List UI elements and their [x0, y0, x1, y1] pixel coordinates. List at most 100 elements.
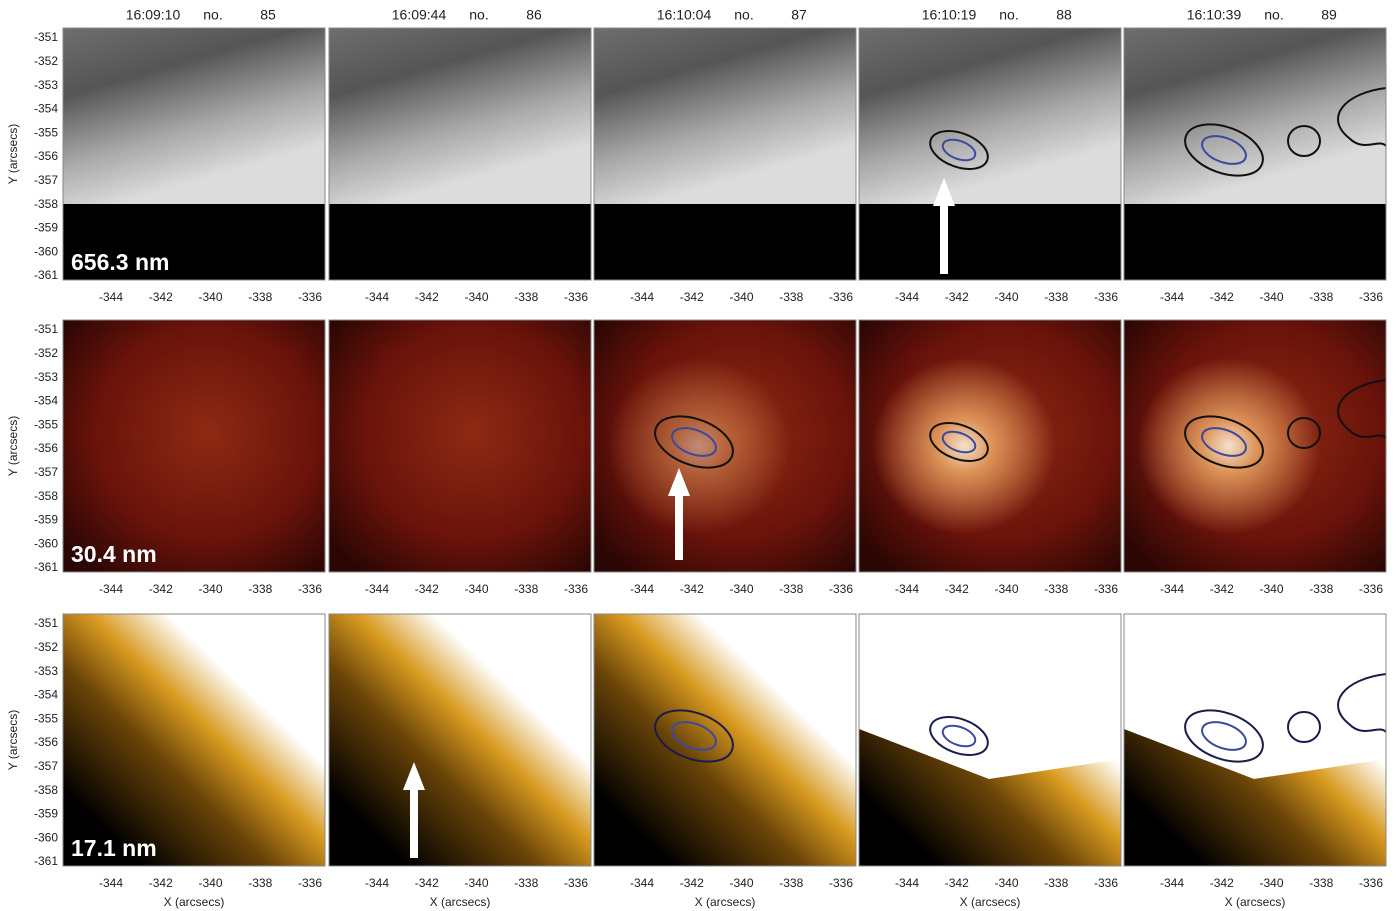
y-tick-label: -361: [34, 560, 58, 574]
y-tick-label: -358: [34, 197, 58, 211]
panel-frame: [328, 27, 592, 281]
y-tick-label: -361: [34, 268, 58, 282]
y-tick-label: -359: [34, 513, 58, 527]
x-tick-label: -336: [298, 582, 322, 596]
x-tick-label: -342: [945, 876, 969, 890]
panel-frame: [858, 613, 1122, 867]
x-tick-label: -342: [415, 876, 439, 890]
contour: [1184, 415, 1264, 469]
arrow-head: [668, 468, 690, 496]
image-panel: [62, 613, 326, 867]
y-tick-label: -352: [34, 640, 58, 654]
x-tick-label: -336: [1359, 290, 1383, 304]
contour: [654, 415, 734, 469]
y-tick-label: -351: [34, 616, 58, 630]
time-label: 16:10:39: [1187, 7, 1242, 23]
image-panel: [593, 27, 857, 281]
x-tick-label: -336: [298, 290, 322, 304]
x-tick-label: -338: [248, 290, 272, 304]
panel-frame: [593, 27, 857, 281]
x-tick-label: -340: [1259, 290, 1283, 304]
image-panel: [1123, 319, 1387, 573]
x-axis-label: X (arcsecs): [695, 895, 756, 909]
image: [329, 614, 591, 866]
panel-frame: [328, 613, 592, 867]
x-tick-label: -344: [895, 582, 919, 596]
y-tick-label: -354: [34, 394, 58, 408]
frame-number: 89: [1321, 7, 1337, 23]
image-panel: [593, 613, 857, 867]
contour-inner: [941, 724, 977, 748]
x-tick-label: -338: [1044, 876, 1068, 890]
y-axis-label: Y (arcsecs): [6, 710, 20, 770]
x-tick-label: -340: [729, 876, 753, 890]
no-label: no.: [203, 7, 222, 23]
time-label: 16:09:44: [392, 7, 447, 23]
contour: [1287, 417, 1321, 449]
image-mask: [329, 204, 591, 280]
x-tick-label: -338: [514, 582, 538, 596]
x-tick-label: -342: [945, 582, 969, 596]
x-tick-label: -338: [779, 582, 803, 596]
x-tick-label: -338: [1044, 290, 1068, 304]
y-tick-label: -358: [34, 489, 58, 503]
contour: [1337, 87, 1387, 147]
x-tick-label: -338: [514, 876, 538, 890]
image-panel: [593, 319, 857, 573]
contour: [1287, 711, 1321, 743]
time-label: 16:09:10: [126, 7, 181, 23]
frame-number: 85: [260, 7, 276, 23]
x-tick-label: -342: [415, 290, 439, 304]
x-tick-label: -344: [99, 876, 123, 890]
y-tick-label: -351: [34, 322, 58, 336]
x-tick-label: -336: [829, 876, 853, 890]
x-tick-label: -338: [1309, 876, 1333, 890]
x-tick-label: -344: [895, 876, 919, 890]
panel-frame: [593, 319, 857, 573]
contour-inner: [941, 138, 977, 162]
y-tick-label: -351: [34, 30, 58, 44]
x-tick-label: -344: [365, 290, 389, 304]
contour-inner: [1201, 427, 1247, 457]
y-tick-label: -360: [34, 830, 58, 844]
frame-number: 87: [791, 7, 807, 23]
contour-inner: [941, 430, 977, 454]
x-tick-label: -340: [464, 290, 488, 304]
image-panel: [328, 319, 592, 573]
x-tick-label: -340: [729, 290, 753, 304]
y-tick-label: -356: [34, 441, 58, 455]
panel-frame: [858, 319, 1122, 573]
no-label: no.: [469, 7, 488, 23]
y-tick-label: -353: [34, 370, 58, 384]
x-tick-label: -342: [1210, 876, 1234, 890]
image: [329, 320, 591, 572]
x-tick-label: -344: [99, 582, 123, 596]
x-tick-label: -344: [99, 290, 123, 304]
row-label: 656.3 nm: [71, 249, 169, 275]
x-tick-label: -344: [895, 290, 919, 304]
image-panel: [328, 613, 592, 867]
y-axis-label: Y (arcsecs): [6, 124, 20, 184]
contour: [1337, 379, 1387, 439]
x-tick-label: -336: [829, 582, 853, 596]
y-tick-label: -360: [34, 536, 58, 550]
frame-number: 88: [1056, 7, 1072, 23]
contour: [1184, 123, 1264, 177]
image-panel: [328, 27, 592, 281]
x-tick-label: -340: [464, 582, 488, 596]
arrow-head: [403, 762, 425, 790]
x-tick-label: -342: [680, 290, 704, 304]
y-tick-label: -361: [34, 854, 58, 868]
image-mask: [594, 204, 856, 280]
image-panel: [62, 319, 326, 573]
arrow-shaft: [675, 490, 683, 560]
x-tick-label: -338: [779, 290, 803, 304]
x-tick-label: -344: [630, 290, 654, 304]
bright-point: [1124, 320, 1386, 572]
x-tick-label: -338: [514, 290, 538, 304]
bright-point: [859, 320, 1121, 572]
x-axis-label: X (arcsecs): [164, 895, 225, 909]
no-label: no.: [999, 7, 1018, 23]
panel-frame: [62, 319, 326, 573]
